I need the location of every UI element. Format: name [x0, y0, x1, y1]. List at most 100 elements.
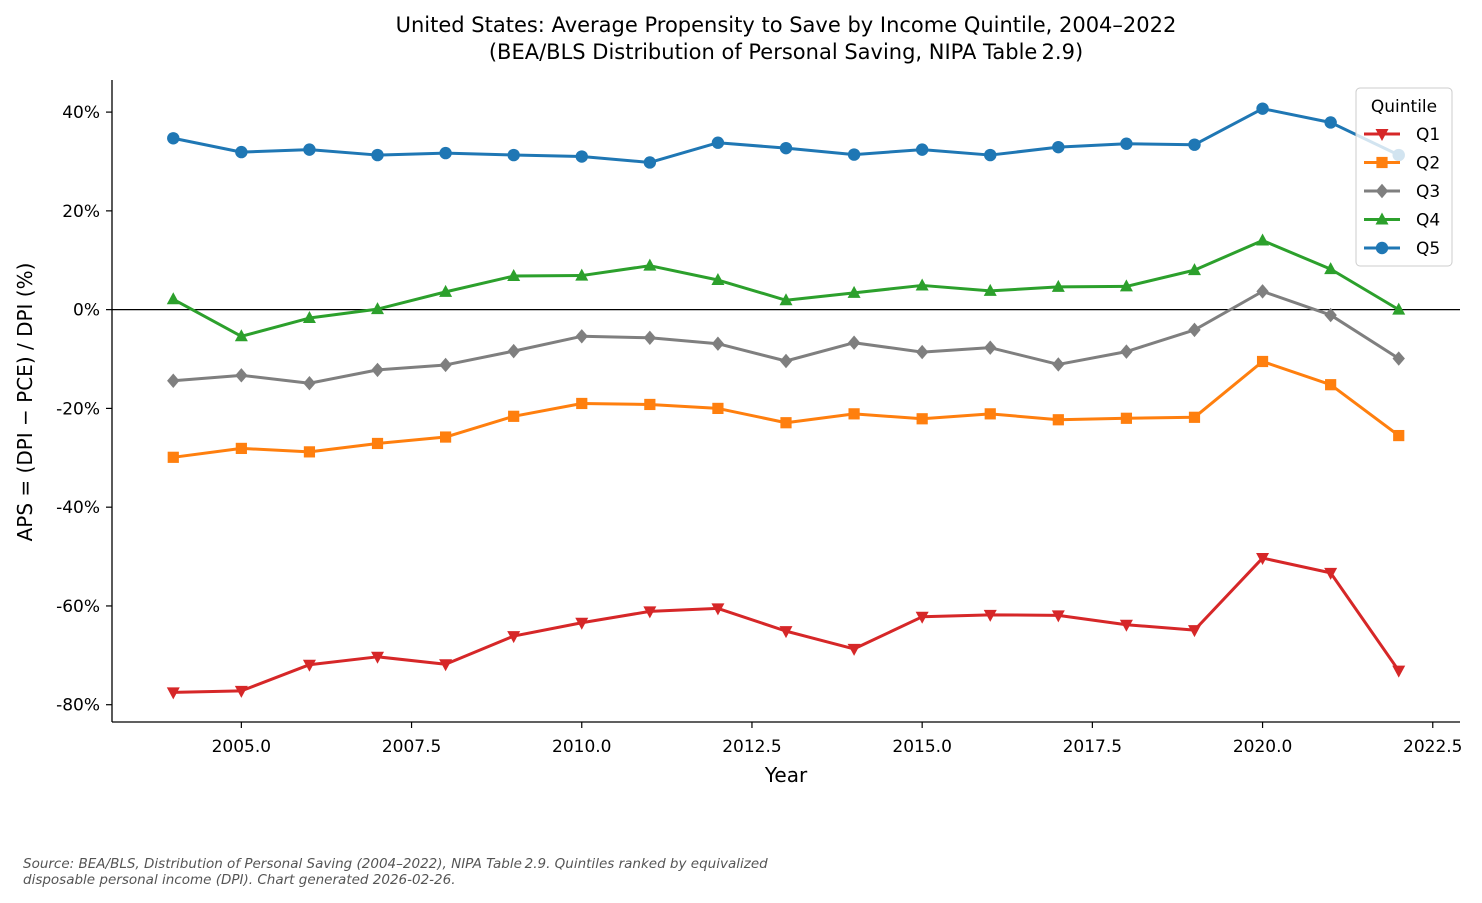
data-point-q4 [1051, 279, 1065, 292]
data-point-q1 [1392, 665, 1406, 678]
legend-swatch-marker [1375, 241, 1389, 255]
data-point-q5 [371, 148, 384, 162]
data-point-q5 [984, 148, 997, 162]
y-tick-label: -80% [56, 696, 100, 716]
data-point-q5 [507, 148, 520, 162]
data-point-q2 [439, 431, 452, 443]
data-point-q2 [712, 402, 724, 415]
x-tick-label: 2007.5 [382, 737, 441, 757]
data-point-q4 [1187, 263, 1201, 276]
series-q1 [166, 553, 1406, 700]
data-point-q3 [303, 376, 316, 391]
data-point-q1 [915, 611, 929, 624]
data-point-q1 [847, 643, 861, 656]
data-point-q3 [1324, 307, 1337, 323]
data-point-q3 [235, 368, 248, 383]
series-q4 [166, 233, 1406, 342]
data-point-q1 [983, 609, 997, 622]
y-tick-label: -40% [56, 498, 100, 518]
data-point-q4 [439, 284, 453, 297]
y-tick-label: -60% [56, 597, 100, 617]
data-point-q1 [371, 651, 385, 664]
x-tick-label: 2015.0 [892, 737, 951, 757]
chart-subtitle: (BEA/BLS Distribution of Personal Saving… [489, 40, 1083, 64]
data-point-q1 [439, 659, 453, 672]
y-axis-label: APS = (DPI − PCE) / DPI (%) [13, 263, 37, 542]
data-point-q4 [1119, 279, 1133, 292]
data-point-q5 [439, 146, 452, 160]
y-tick-label: -20% [56, 399, 100, 419]
series-line-q1 [173, 556, 1400, 694]
data-point-q2 [167, 451, 179, 463]
data-point-q3 [1256, 284, 1269, 299]
data-point-q4 [1256, 233, 1270, 246]
data-point-q1 [1119, 619, 1133, 632]
data-point-q4 [507, 269, 521, 282]
data-point-q5 [711, 136, 725, 149]
data-point-q1 [234, 685, 248, 698]
data-point-q5 [1256, 102, 1269, 115]
legend-label: Q5 [1416, 239, 1440, 259]
data-point-q4 [915, 278, 929, 291]
data-point-q2 [1120, 412, 1133, 424]
legend-item-q2: Q2 [1364, 154, 1440, 174]
data-point-q4 [779, 293, 793, 306]
legend: Quintile Q1 Q2 Q3 Q4 Q5 [1355, 87, 1453, 267]
legend-label: Q3 [1416, 182, 1440, 202]
data-point-q4 [643, 258, 657, 271]
data-point-q3 [1188, 322, 1201, 338]
data-point-q5 [915, 143, 929, 156]
data-point-q2 [371, 437, 384, 450]
plot-area: 40% 20% 0% -20% -40% -60% -80% 2005.0 2007.5 2010… [56, 80, 1463, 757]
data-point-q3 [711, 336, 725, 351]
data-point-q3 [439, 357, 452, 373]
data-point-q2 [780, 417, 792, 429]
data-point-q1 [302, 659, 316, 672]
source-line-1: Source: BEA/BLS, Distribution of Persona… [23, 856, 768, 872]
data-point-q2 [984, 408, 996, 420]
data-point-q5 [1188, 138, 1201, 151]
data-point-q4 [575, 268, 589, 281]
data-point-q2 [508, 410, 520, 422]
data-point-q2 [303, 446, 316, 458]
data-point-q2 [848, 408, 860, 420]
series-line-q4 [172, 239, 1400, 338]
data-point-q2 [1393, 429, 1405, 442]
data-point-q5 [303, 143, 316, 156]
legend-item-q5: Q5 [1364, 239, 1440, 259]
data-point-q1 [711, 603, 725, 616]
data-point-q2 [1188, 411, 1201, 423]
legend-swatch-marker [1376, 156, 1388, 169]
data-point-q2 [576, 397, 588, 410]
data-point-q5 [1324, 116, 1337, 129]
data-point-q5 [575, 150, 588, 163]
data-point-q5 [167, 132, 180, 145]
series-q2 [167, 355, 1405, 463]
x-tick-label: 2020.0 [1233, 737, 1292, 757]
x-axis-label: Year [764, 763, 808, 787]
data-point-q3 [1120, 344, 1133, 359]
data-point-q1 [575, 617, 589, 630]
y-tick-label: 20% [62, 202, 100, 222]
series-q3 [167, 284, 1405, 391]
data-point-q5 [847, 148, 861, 161]
data-point-q2 [644, 398, 656, 411]
source-note: Source: BEA/BLS, Distribution of Persona… [23, 856, 923, 888]
data-point-q3 [915, 344, 929, 360]
data-point-q3 [575, 329, 588, 344]
data-point-q1 [166, 687, 180, 700]
x-tick-label: 2010.0 [552, 737, 611, 757]
data-point-q1 [1324, 567, 1338, 580]
chart-title: United States: Average Propensity to Sav… [396, 13, 1177, 37]
data-point-q1 [643, 606, 657, 619]
data-point-q3 [643, 330, 657, 345]
data-point-q3 [371, 362, 384, 378]
data-point-q4 [166, 292, 180, 305]
y-tick-label: 40% [62, 103, 100, 123]
legend-item-q1: Q1 [1364, 125, 1440, 145]
series-q5 [167, 102, 1405, 169]
data-point-q4 [983, 283, 997, 296]
legend-title: Quintile [1371, 97, 1437, 117]
x-tick-label: 2022.5 [1403, 737, 1462, 757]
data-point-q2 [1325, 379, 1337, 391]
